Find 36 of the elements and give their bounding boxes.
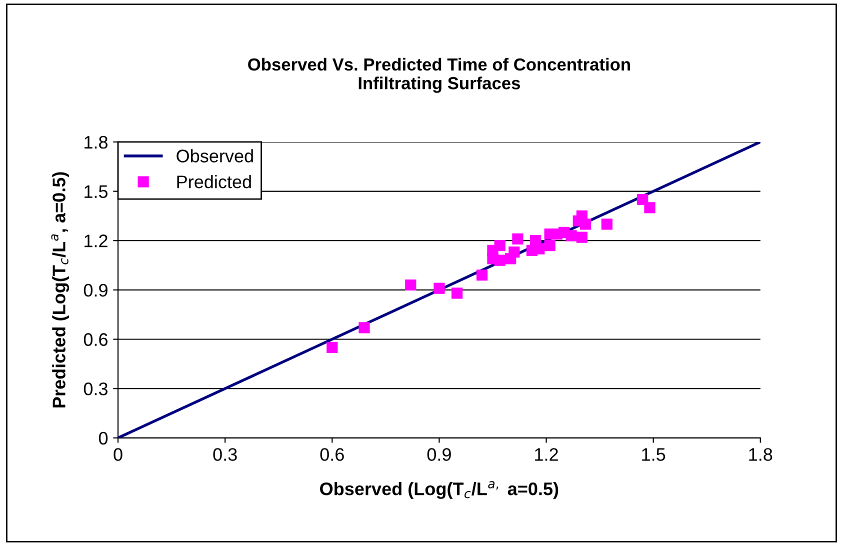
point [544,240,556,252]
point [434,282,445,294]
point [580,218,592,230]
y-tick-label: 0.6 [84,333,108,346]
x-tick-label: 0.6 [320,448,344,461]
x-axis-title: Observed (Log(T$_{c}$/L$^{a,}$ a=0.5) [320,481,558,499]
y-tick-label: 1.2 [84,234,108,248]
point [326,342,338,354]
point [576,232,588,243]
chart-title: Observed Vs. Predicted Time of Concentration Infiltrating Surfaces [248,58,630,93]
point [644,202,656,214]
x-tick-label: 0 [114,448,122,461]
y-tick-label: 0.9 [84,284,108,297]
legend-label: Observed [176,149,253,162]
x-tick-label: 0.9 [427,448,451,461]
point [358,322,370,334]
point [405,279,416,291]
x-tick-label: 1.2 [535,448,558,461]
legend-label: Predicted [177,175,251,188]
point [451,288,463,299]
point [512,233,524,245]
y-tick-label: 1.5 [84,185,108,198]
y-tick-label: 0.3 [84,382,108,396]
x-tick-label: 1.5 [642,448,666,461]
point [494,240,506,252]
y-axis-title: Predicted (Log(T$_{c}$/L$^{a}$, a=0.5) [51,172,70,408]
point [637,194,648,206]
x-tick-label: 1.8 [749,448,772,461]
point [601,218,612,230]
y-tick-label: 0 [98,432,108,445]
point [476,270,488,281]
y-tick-label: 1.8 [84,136,108,149]
point [494,254,506,266]
x-tick-label: 0.3 [213,448,237,461]
point [566,230,577,242]
point [508,246,520,258]
